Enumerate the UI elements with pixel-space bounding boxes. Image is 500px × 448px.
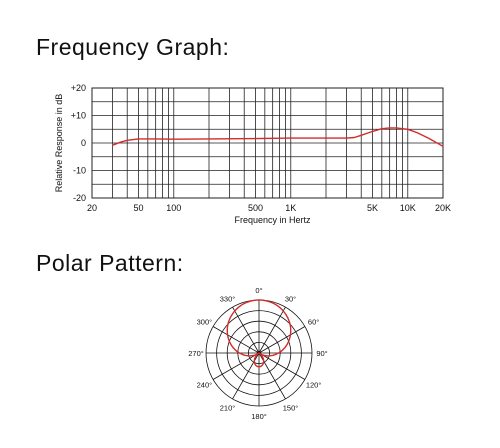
y-tick-label: -20 <box>73 193 86 203</box>
x-tick-label: 20K <box>435 203 451 213</box>
frequency-graph-heading: Frequency Graph: <box>36 34 230 60</box>
polar-angle-label: 150° <box>283 404 299 413</box>
polar-angle-label: 180° <box>251 412 267 421</box>
x-tick-label: 1K <box>285 203 296 213</box>
polar-spoke <box>232 306 260 354</box>
y-tick-label: -10 <box>73 166 86 176</box>
polar-angle-label: 120° <box>306 381 322 390</box>
polar-spoke <box>258 326 306 354</box>
y-tick-label: 0 <box>81 138 86 148</box>
polar-spoke <box>258 306 286 354</box>
x-tick-label: 10K <box>400 203 416 213</box>
y-axis-label: Relative Response in dB <box>54 94 64 193</box>
polar-angle-label: 60° <box>308 318 319 327</box>
polar-angle-label: 240° <box>197 381 213 390</box>
y-tick-label: +10 <box>71 111 86 121</box>
x-tick-label: 500 <box>248 203 263 213</box>
x-tick-label: 100 <box>166 203 181 213</box>
polar-spoke <box>212 326 260 354</box>
x-tick-label: 5K <box>367 203 378 213</box>
response-curve <box>112 127 444 147</box>
x-tick-label: 50 <box>134 203 144 213</box>
y-tick-label: +20 <box>71 83 86 93</box>
polar-spoke <box>212 352 260 380</box>
plot-frame <box>91 87 444 199</box>
polar-spoke <box>258 352 306 380</box>
polar-angle-label: 330° <box>220 294 236 303</box>
polar-angle-label: 300° <box>197 318 213 327</box>
polar-angle-label: 90° <box>316 349 327 358</box>
x-tick-label: 20 <box>87 203 97 213</box>
polar-pattern-curve <box>226 299 292 368</box>
polar-angle-label: 0° <box>255 286 262 295</box>
x-axis-label: Frequency in Hertz <box>234 215 311 225</box>
polar-angle-label: 210° <box>220 404 236 413</box>
polar-pattern-heading: Polar Pattern: <box>36 250 184 276</box>
polar-angle-label: 30° <box>285 294 296 303</box>
polar-pattern-chart: 0° 30° 60° 90° 120° 150° 180° 210° 240° 270° 300° 3… <box>188 286 327 421</box>
polar-angle-label: 270° <box>188 349 204 358</box>
